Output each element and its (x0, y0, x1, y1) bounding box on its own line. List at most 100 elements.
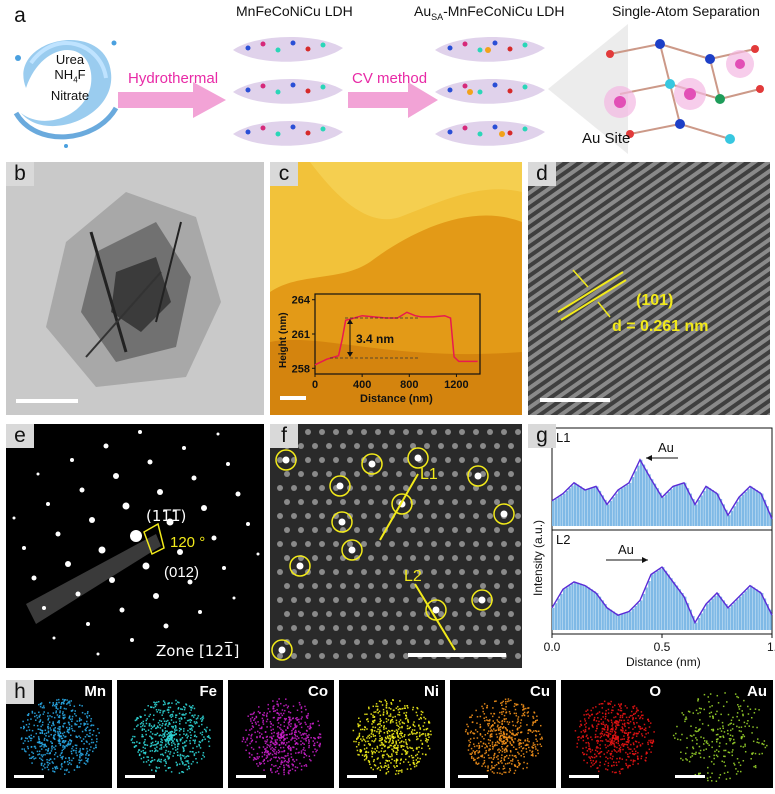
eds-pixel (192, 760, 194, 763)
eds-pixel (519, 743, 521, 745)
diffraction-spot (31, 575, 37, 581)
eds-pixel (162, 754, 165, 757)
atom-column (326, 471, 332, 477)
eds-pixel (70, 750, 73, 753)
eds-pixel (707, 724, 710, 727)
eds-pixel (142, 749, 144, 752)
atom-column (494, 611, 500, 617)
eds-pixel (749, 708, 752, 710)
eds-pixel (372, 721, 375, 724)
eds-pixel (269, 752, 272, 755)
eds-pixel (492, 707, 494, 709)
eds-pixel (500, 740, 502, 742)
eds-pixel (26, 737, 29, 740)
intensity-bar (667, 491, 670, 526)
eds-pixel (373, 719, 376, 722)
eds-pixel (31, 751, 33, 753)
eds-pixel (270, 723, 272, 725)
eds-pixel (616, 751, 618, 753)
eds-pixel (28, 723, 31, 725)
eds-pixel (288, 741, 290, 743)
eds-pixel (78, 761, 81, 764)
saed-pattern-e: e (11̅1̅) (012) 120 ° Zone [121̅] (6, 424, 264, 668)
eds-pixel (88, 754, 90, 756)
eds-pixel (494, 764, 496, 767)
eds-pixel (488, 722, 490, 725)
eds-pixel (510, 760, 512, 762)
eds-pixel (178, 772, 181, 774)
eds-pixel (67, 741, 70, 743)
atom-column (494, 639, 500, 645)
eds-pixel (541, 736, 543, 739)
eds-pixel (59, 707, 62, 709)
atom-column (382, 639, 388, 645)
atom-column (340, 611, 346, 617)
eds-pixel (310, 736, 312, 739)
atom-column (424, 443, 430, 449)
eds-pixel (173, 731, 176, 734)
eds-pixel (283, 771, 285, 774)
single-atom-circle (329, 475, 351, 497)
eds-pixel (71, 759, 73, 762)
eds-pixel (605, 734, 608, 736)
atom-column (473, 429, 479, 435)
eds-pixel (419, 757, 421, 760)
eds-pixel (531, 746, 533, 748)
intensity-bar (750, 486, 753, 526)
eds-pixel (164, 764, 166, 767)
eds-pixel (517, 716, 520, 718)
eds-pixel (498, 762, 500, 765)
eds-pixel (189, 742, 192, 745)
atom-column (403, 569, 409, 575)
eds-pixel (401, 740, 403, 742)
eds-pixel (526, 724, 528, 726)
eds-pixel (476, 737, 479, 739)
eds-pixel (319, 736, 322, 739)
eds-pixel (622, 713, 624, 715)
eds-pixel (509, 737, 512, 739)
eds-pixel (61, 749, 63, 752)
eds-pixel (296, 709, 299, 712)
eds-pixel (90, 720, 92, 722)
eds-pixel (629, 715, 632, 717)
eds-pixel (181, 754, 184, 757)
eds-pixel (498, 739, 501, 741)
eds-pixel (269, 759, 272, 762)
eds-pixel (358, 724, 360, 726)
eds-pixel (294, 731, 296, 733)
eds-pixel (483, 762, 486, 764)
eds-pixel (707, 766, 709, 769)
eds-pixel (522, 706, 524, 708)
eds-pixel (303, 753, 306, 755)
eds-pixel (715, 741, 718, 743)
eds-pixel (50, 750, 53, 752)
eds-pixel (585, 710, 587, 713)
atom-column (375, 541, 381, 547)
eds-pixel (503, 736, 506, 739)
eds-pixel (57, 708, 59, 710)
eds-pixel (374, 748, 376, 750)
intensity-bar (711, 598, 714, 630)
eds-pixel (166, 736, 169, 739)
eds-pixel (489, 739, 492, 742)
eds-pixel (750, 716, 753, 719)
eds-pixel (609, 744, 611, 746)
eds-pixel (425, 728, 428, 730)
eds-pixel (92, 750, 94, 753)
eds-pixel (385, 737, 387, 740)
eds-pixel (271, 732, 273, 735)
eds-pixel (184, 714, 186, 716)
eds-pixel (21, 748, 23, 750)
eds-pixel (83, 723, 86, 725)
eds-pixel (684, 718, 687, 721)
eds-pixel (614, 732, 617, 734)
eds-pixel (80, 719, 83, 721)
eds-pixel (284, 709, 286, 712)
eds-pixel (592, 760, 595, 762)
eds-pixel (34, 715, 36, 718)
eds-pixel (708, 744, 710, 746)
eds-pixel (383, 728, 385, 730)
eds-pixel (473, 745, 476, 748)
eds-pixel (419, 734, 421, 736)
eds-pixel (265, 740, 268, 743)
